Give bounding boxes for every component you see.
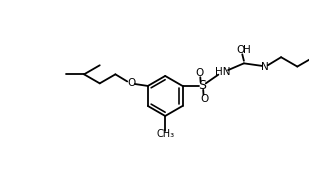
Text: O: O: [200, 94, 209, 104]
Text: S: S: [198, 79, 206, 92]
Text: O: O: [237, 45, 245, 55]
Text: O: O: [127, 78, 135, 88]
Text: CH₃: CH₃: [156, 129, 174, 139]
Text: HN: HN: [215, 67, 231, 77]
Text: O: O: [195, 68, 203, 78]
Text: H: H: [243, 45, 251, 55]
Text: N: N: [261, 62, 269, 72]
